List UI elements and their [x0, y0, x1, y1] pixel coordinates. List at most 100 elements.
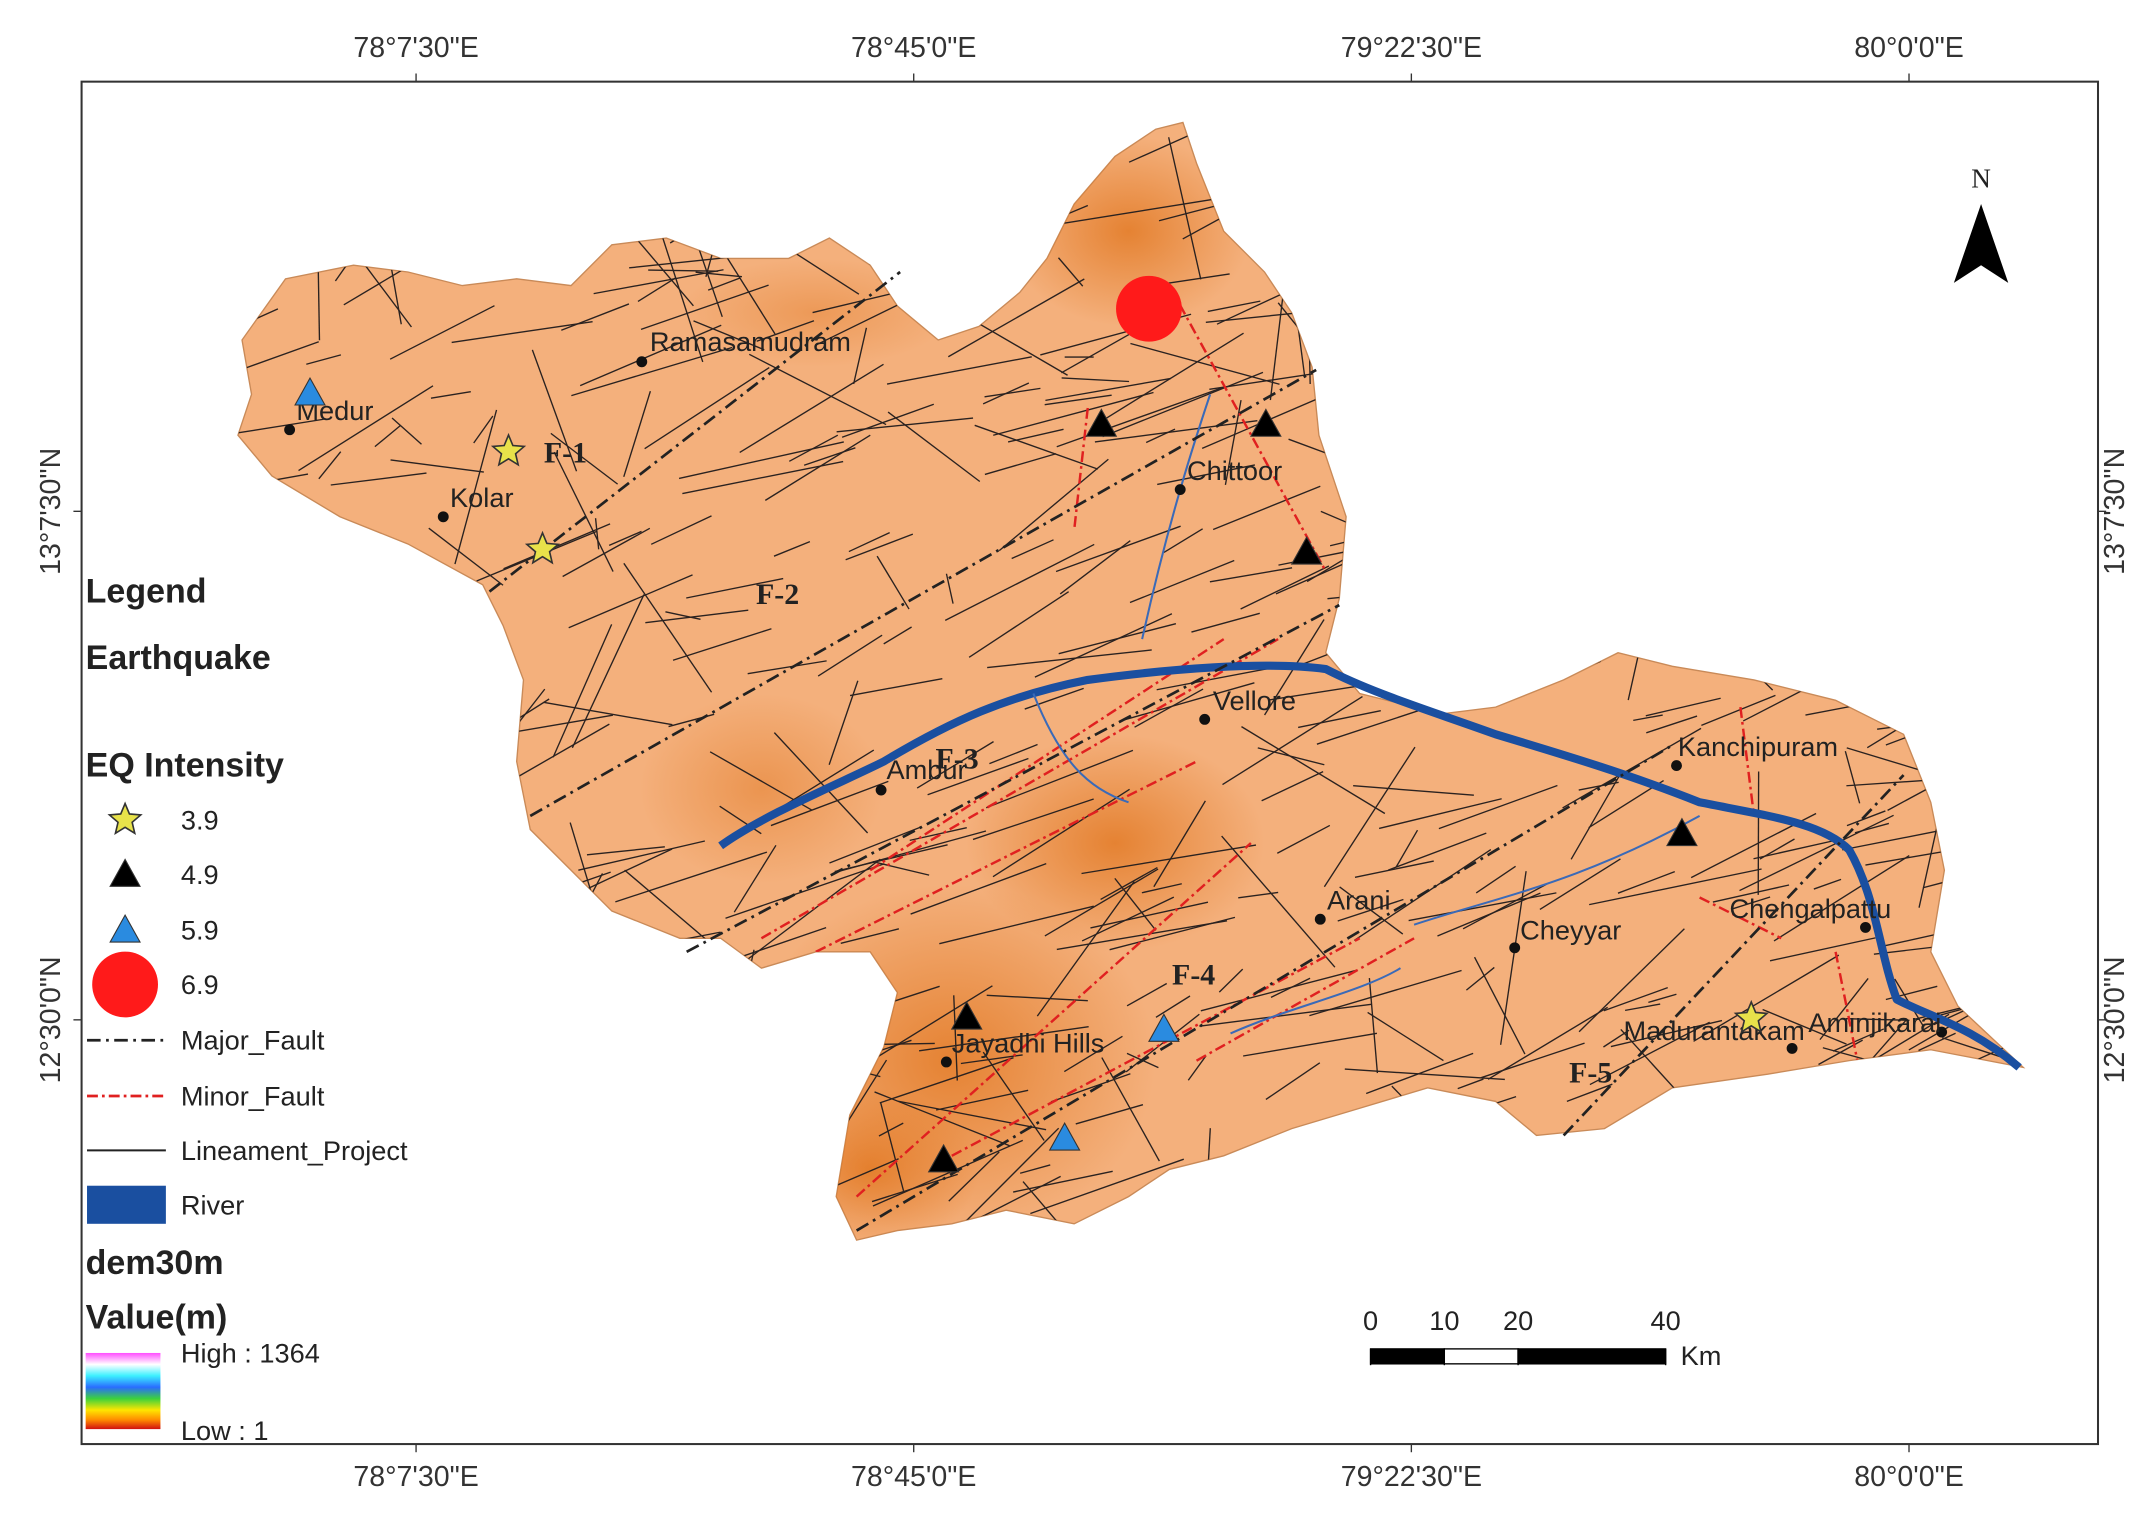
- lineament: [1207, 300, 1261, 313]
- fault-label: F-4: [1172, 958, 1215, 991]
- lineament: [1578, 781, 1619, 791]
- longitude-label: 78°7'30"E: [353, 1461, 478, 1493]
- lineament: [1473, 956, 1526, 1055]
- place-dot: [1314, 913, 1326, 925]
- legend-heading: Earthquake: [86, 639, 271, 677]
- lineament: [1130, 342, 1280, 385]
- legend-label: Lineament_Project: [181, 1135, 408, 1166]
- lineament: [1129, 559, 1235, 604]
- lineament: [608, 530, 642, 547]
- lineament: [1036, 881, 1135, 1017]
- place-dot: [940, 1056, 952, 1068]
- lineament: [390, 459, 484, 473]
- lineament: [1241, 726, 1386, 815]
- lineament: [898, 1100, 1047, 1131]
- lineament: [1212, 485, 1321, 531]
- legend-heading: Value(m): [86, 1298, 228, 1336]
- lineament: [848, 532, 890, 553]
- lineament: [1844, 750, 1861, 804]
- lineament: [849, 678, 943, 697]
- lineament: [451, 320, 593, 344]
- lineament: [707, 277, 741, 291]
- lineament: [1034, 613, 1173, 678]
- dem-ramp: [85, 1352, 161, 1430]
- lineament: [986, 749, 1134, 809]
- longitude-label: 78°45'0"E: [851, 1461, 976, 1493]
- longitude-label: 78°7'30"E: [353, 32, 478, 64]
- place-label: Ramasamudram: [650, 326, 851, 357]
- lineament: [960, 1054, 1023, 1065]
- place-dot: [1860, 921, 1871, 933]
- lineament: [306, 354, 342, 365]
- lineament: [1408, 892, 1557, 922]
- lineament: [330, 472, 427, 486]
- place-dot: [636, 356, 648, 368]
- lineament: [852, 327, 868, 385]
- legend-label: Major_Fault: [181, 1025, 325, 1056]
- lineament: [1627, 656, 1639, 701]
- lineament: [1044, 394, 1112, 406]
- legend-label: 5.9: [181, 915, 219, 946]
- lineament: [1617, 871, 1676, 894]
- lineament: [1030, 1158, 1185, 1215]
- lineament: [1753, 840, 1833, 860]
- legend-label: 4.9: [181, 859, 219, 890]
- lineament: [998, 458, 1109, 552]
- longitude-label: 80°0'0"E: [1854, 1461, 1964, 1493]
- lineament: [1437, 892, 1541, 937]
- lineament: [879, 1057, 1014, 1104]
- lineament: [1222, 695, 1363, 786]
- lineament: [829, 826, 921, 864]
- lineament: [1059, 540, 1131, 595]
- river: [718, 661, 2022, 1071]
- lineament: [1805, 704, 1856, 716]
- lineament: [637, 277, 676, 303]
- scale-segment: [1369, 1348, 1446, 1365]
- lineament: [594, 518, 600, 550]
- lineament: [454, 409, 498, 565]
- lineament: [644, 366, 770, 450]
- place-label: Kolar: [450, 482, 513, 513]
- lineament: [593, 269, 724, 295]
- lineament: [1487, 1006, 1608, 1080]
- lineament: [836, 830, 987, 873]
- fault-label: F-1: [544, 436, 587, 469]
- lineament: [1044, 868, 1159, 937]
- legend-heading: EQ Intensity: [86, 746, 284, 784]
- lineament: [1457, 1078, 1484, 1090]
- place-label: Kanchipuram: [1678, 731, 1838, 762]
- lineament: [1056, 920, 1228, 951]
- minor-fault: [855, 842, 1252, 1198]
- lineament: [389, 305, 495, 360]
- lineament: [1378, 798, 1502, 830]
- lineament: [1842, 829, 1941, 851]
- lineament: [1438, 784, 1558, 830]
- lineament: [1368, 977, 1379, 1074]
- lineament: [1265, 1062, 1321, 1101]
- lineament: [1323, 746, 1416, 888]
- lineament: [947, 278, 1085, 358]
- lineament: [682, 460, 844, 495]
- lineament: [473, 415, 494, 444]
- lineament: [1465, 966, 1495, 991]
- tributary: [1032, 394, 1701, 1035]
- lineament: [678, 441, 844, 480]
- lineament: [1045, 377, 1172, 402]
- place-label: Jayadhi Hills: [952, 1027, 1105, 1058]
- lineament: [553, 451, 614, 572]
- place-label: Chittoor: [1187, 455, 1282, 486]
- lineament: [1209, 567, 1293, 583]
- lineament: [984, 453, 1057, 476]
- lineament: [623, 391, 652, 478]
- lineament: [935, 1089, 1029, 1111]
- lineament: [1475, 865, 1516, 894]
- lineament: [237, 418, 324, 437]
- lineament: [1221, 835, 1336, 968]
- lineament: [982, 382, 1030, 405]
- lineament: [1693, 954, 1840, 1042]
- lineament: [1854, 822, 1890, 834]
- latitude-label: 12°30'0"N: [35, 956, 67, 1083]
- lineament: [1603, 986, 1668, 1012]
- scale-segment: [1443, 1348, 1519, 1365]
